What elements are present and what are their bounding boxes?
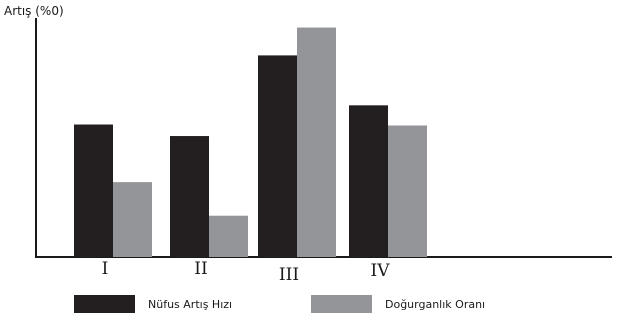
bar-nufus-artis-hizi-2: [170, 136, 209, 257]
x-tick-label-3: III: [279, 265, 299, 285]
x-tick-labels: I II III IV: [102, 259, 391, 285]
x-tick-label-4: IV: [371, 261, 391, 281]
bars-group: [74, 27, 427, 258]
legend: Nüfus Artış Hızı Doğurganlık Oranı: [74, 295, 485, 313]
bar-nufus-artis-hizi-4: [349, 105, 388, 257]
legend-label-nufus-artis-hizi: Nüfus Artış Hızı: [148, 298, 232, 311]
legend-swatch-nufus-artis-hizi: [74, 295, 135, 313]
bar-dogurganlik-orani-4: [388, 125, 427, 257]
x-tick-label-1: I: [102, 259, 109, 279]
bar-dogurganlik-orani-1: [113, 182, 152, 257]
legend-swatch-dogurganlik-orani: [311, 295, 372, 313]
legend-label-dogurganlik-orani: Doğurganlık Oranı: [385, 298, 485, 311]
bar-nufus-artis-hizi-1: [74, 124, 113, 258]
bar-nufus-artis-hizi-3: [258, 55, 297, 258]
bar-dogurganlik-orani-3: [297, 27, 336, 258]
x-tick-label-2: II: [194, 259, 207, 279]
bar-dogurganlik-orani-2: [209, 215, 248, 257]
y-axis-title: Artış (%0): [4, 4, 64, 18]
